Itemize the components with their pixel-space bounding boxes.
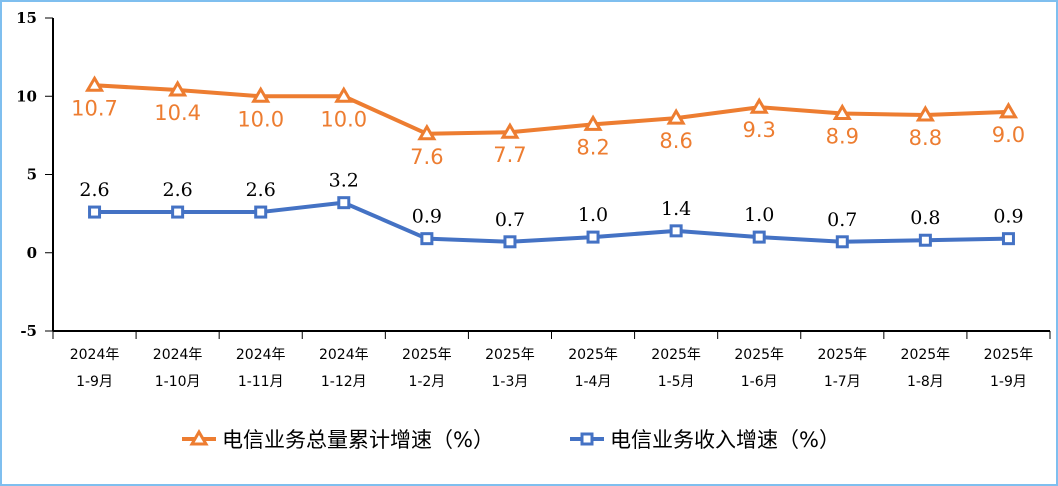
data-label: 9.0 (992, 123, 1025, 147)
data-label: 8.6 (659, 129, 692, 153)
data-label: 2.6 (163, 179, 193, 201)
data-label: 3.2 (329, 170, 359, 192)
x-tick-label: 2025年 (984, 347, 1034, 363)
data-point-square (171, 205, 185, 219)
data-point-triangle (998, 101, 1019, 119)
data-point-square (254, 205, 268, 219)
x-tick-label: 2024年 (153, 347, 203, 363)
data-label: 1.0 (744, 204, 774, 226)
legend-label: 电信业务总量累计增速（%） (222, 428, 494, 452)
data-label: 9.3 (743, 118, 776, 142)
data-label: 1.0 (578, 204, 608, 226)
data-label: 8.8 (909, 126, 942, 150)
triangle-marker-icon (182, 429, 216, 446)
data-point-square (752, 230, 766, 244)
data-point-triangle (84, 75, 105, 92)
x-tick-label: 1-8月 (907, 374, 944, 390)
y-tick-label: -5 (20, 322, 37, 340)
y-tick-label: 0 (27, 244, 37, 262)
data-point-square (88, 205, 102, 219)
x-tick-label: 2025年 (651, 347, 701, 363)
data-point-square (420, 232, 434, 246)
data-label: 7.6 (410, 145, 443, 169)
x-tick-label: 2025年 (734, 347, 784, 363)
y-tick-label: 10 (16, 87, 37, 105)
data-label: 10.7 (71, 96, 118, 120)
data-point-triangle (583, 114, 603, 131)
data-label: 8.2 (576, 135, 609, 159)
legend-label: 电信业务收入增速（%） (610, 428, 840, 452)
data-point-square (503, 235, 517, 249)
data-point-triangle (417, 123, 437, 141)
data-label: 0.7 (495, 209, 525, 231)
x-tick-label: 1-10月 (155, 374, 201, 390)
x-tick-label: 1-4月 (575, 374, 612, 390)
data-point-square (918, 233, 932, 247)
data-label: 0.7 (827, 209, 857, 231)
x-tick-label: 1-5月 (658, 374, 695, 390)
data-point-triangle (168, 80, 188, 97)
x-tick-label: 1-6月 (741, 374, 778, 390)
data-point-triangle (500, 122, 520, 139)
data-point-square (1001, 232, 1015, 246)
y-tick-label: 5 (27, 166, 37, 184)
data-point-triangle (666, 108, 686, 125)
x-tick-label: 2024年 (70, 347, 120, 363)
data-point-triangle (749, 97, 769, 114)
x-tick-label: 1-9月 (76, 374, 113, 390)
x-tick-label: 1-3月 (492, 374, 529, 390)
x-tick-label: 2025年 (485, 347, 535, 363)
square-marker-icon (570, 432, 604, 446)
data-point-square (337, 196, 351, 210)
legend-item-revenue: 电信业务收入增速（%） (570, 424, 840, 454)
x-tick-label: 2024年 (236, 347, 286, 363)
x-tick-label: 1-12月 (321, 374, 367, 390)
x-tick-label: 1-11月 (238, 374, 284, 390)
data-point-triangle (915, 105, 935, 122)
data-label: 2.6 (246, 179, 276, 201)
x-tick-label: 1-2月 (408, 374, 445, 390)
data-label: 7.7 (493, 143, 526, 167)
x-tick-label: 2025年 (402, 347, 452, 363)
data-point-triangle (832, 103, 852, 120)
data-label: 10.0 (237, 107, 284, 131)
data-point-square (835, 235, 849, 249)
legend-item-total-volume: 电信业务总量累计增速（%） (182, 424, 494, 454)
data-label: 0.9 (993, 206, 1023, 228)
x-tick-label: 1-9月 (990, 374, 1027, 390)
data-label: 10.4 (154, 101, 201, 125)
data-label: 0.8 (910, 207, 940, 229)
data-label: 8.9 (826, 124, 859, 148)
x-tick-label: 2025年 (568, 347, 618, 363)
x-tick-label: 2025年 (817, 347, 867, 363)
x-tick-label: 2024年 (319, 347, 369, 363)
data-point-triangle (334, 86, 354, 103)
data-label: 10.0 (320, 107, 367, 131)
series-line-0 (94, 83, 1009, 136)
data-label: 2.6 (79, 179, 109, 201)
data-label: 1.4 (661, 198, 691, 220)
data-point-square (586, 230, 600, 244)
x-tick-label: 1-7月 (824, 374, 861, 390)
data-point-triangle (251, 86, 271, 103)
data-label: 0.9 (412, 206, 442, 228)
y-tick-label: 15 (16, 9, 37, 27)
data-point-square (669, 224, 683, 238)
series-line-1 (94, 200, 1009, 244)
x-tick-label: 2025年 (901, 347, 951, 363)
